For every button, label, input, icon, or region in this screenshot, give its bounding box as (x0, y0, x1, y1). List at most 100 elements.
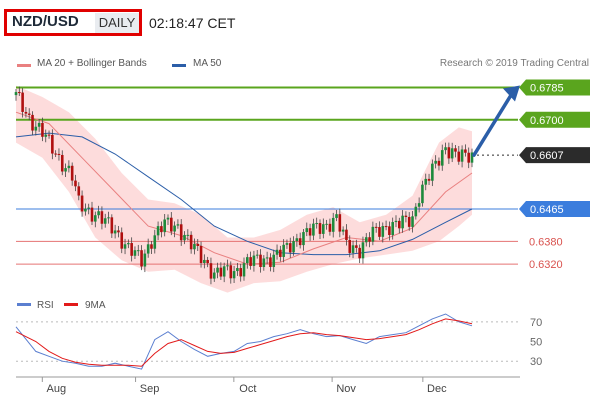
candle-body (229, 265, 233, 279)
candle-body (371, 226, 375, 242)
time-label: 02:18:47 CET (149, 15, 236, 31)
candle-body (110, 217, 114, 234)
candle-body (67, 165, 71, 169)
candle-body (133, 250, 137, 256)
candle-body (107, 217, 110, 219)
candle-body (90, 207, 94, 222)
candle-body (44, 134, 48, 137)
candle-body (212, 272, 216, 279)
candle-body (209, 263, 213, 279)
candle-body (160, 226, 163, 233)
candle-body (437, 160, 441, 166)
candle-body (153, 235, 157, 249)
candle-body (113, 230, 117, 234)
candle-body (325, 223, 328, 225)
rsi-legend-label: RSI (37, 300, 54, 311)
candle-body (252, 255, 256, 266)
candle-body (84, 208, 87, 212)
candle-body (236, 268, 239, 272)
symbol-highlight-box (4, 9, 142, 36)
level-tag-bg (519, 111, 590, 128)
rsi-ma-legend-label: 9MA (85, 300, 106, 311)
candle-body (143, 253, 147, 267)
level-tag-0.67: 0.6700 (530, 115, 564, 127)
level-tag-0.6785: 0.6785 (530, 82, 564, 94)
timeframe-badge[interactable]: DAILY (95, 13, 139, 33)
candle-body (315, 223, 318, 225)
candle-body (18, 92, 21, 94)
candle-body (94, 215, 97, 222)
candle-body (434, 160, 437, 164)
candle-body (249, 257, 252, 266)
candle-body (338, 214, 342, 232)
candle-body (170, 217, 173, 232)
candle-body (140, 250, 143, 267)
candle-body (216, 267, 219, 273)
candle-body (31, 114, 34, 131)
candle-body (80, 195, 84, 212)
candle-body (206, 259, 209, 264)
candle-body (345, 229, 348, 240)
candle-body (120, 232, 124, 249)
candle-body (305, 228, 309, 233)
candle-body (444, 147, 447, 151)
x-tick-label-nov: Nov (336, 383, 356, 395)
candle-body (14, 92, 18, 96)
candle-body (186, 234, 190, 236)
candle-body (450, 148, 454, 159)
candle-body (467, 152, 470, 163)
candle-body (411, 216, 414, 227)
candle-body (335, 214, 338, 218)
candle-body (21, 92, 24, 112)
candle-body (308, 228, 312, 236)
candle-body (457, 151, 461, 162)
candle-body (272, 254, 276, 267)
candle-body (163, 219, 166, 233)
rsi-ma-legend-swatch (64, 303, 78, 306)
candle-body (173, 225, 176, 232)
candle-body (103, 218, 107, 224)
x-tick-label-oct: Oct (239, 383, 256, 395)
candle-body (219, 267, 223, 277)
candle-body (358, 247, 361, 259)
ma20-legend-swatch (17, 64, 31, 67)
candle-body (424, 178, 428, 185)
candle-body (51, 134, 54, 154)
candle-body (391, 222, 394, 236)
candle-body (431, 163, 434, 181)
candle-body (401, 215, 404, 229)
x-tick-label-dec: Dec (427, 383, 447, 395)
candle-body (454, 148, 457, 152)
candle-body (127, 243, 130, 245)
candle-body (146, 244, 150, 254)
candle-body (47, 134, 51, 136)
candlestick-series (14, 86, 474, 285)
candle-body (384, 226, 388, 228)
candle-body (150, 244, 153, 249)
candle-body (292, 241, 295, 253)
ma50-line (15, 132, 473, 256)
candle-body (100, 211, 104, 224)
level-tag-0.6607: 0.6607 (530, 150, 564, 162)
candle-body (41, 122, 44, 137)
candle-body (298, 238, 302, 246)
candle-body (136, 250, 140, 252)
level-tag-0.638: 0.6380 (529, 236, 563, 248)
candle-body (341, 229, 345, 232)
candle-body (447, 147, 451, 159)
candle-body (288, 243, 292, 253)
candle-body (193, 243, 196, 250)
candle-body (364, 237, 368, 243)
candle-body (166, 217, 170, 220)
candle-body (427, 178, 431, 181)
candle-body (421, 184, 424, 204)
candle-body (312, 223, 315, 236)
level-tag-bg (519, 201, 590, 218)
candle-body (331, 217, 335, 232)
level-tag-0.6465: 0.6465 (530, 204, 564, 216)
candle-body (54, 153, 57, 155)
candle-body (404, 215, 408, 217)
candle-body (189, 234, 193, 250)
candle-body (77, 186, 81, 196)
